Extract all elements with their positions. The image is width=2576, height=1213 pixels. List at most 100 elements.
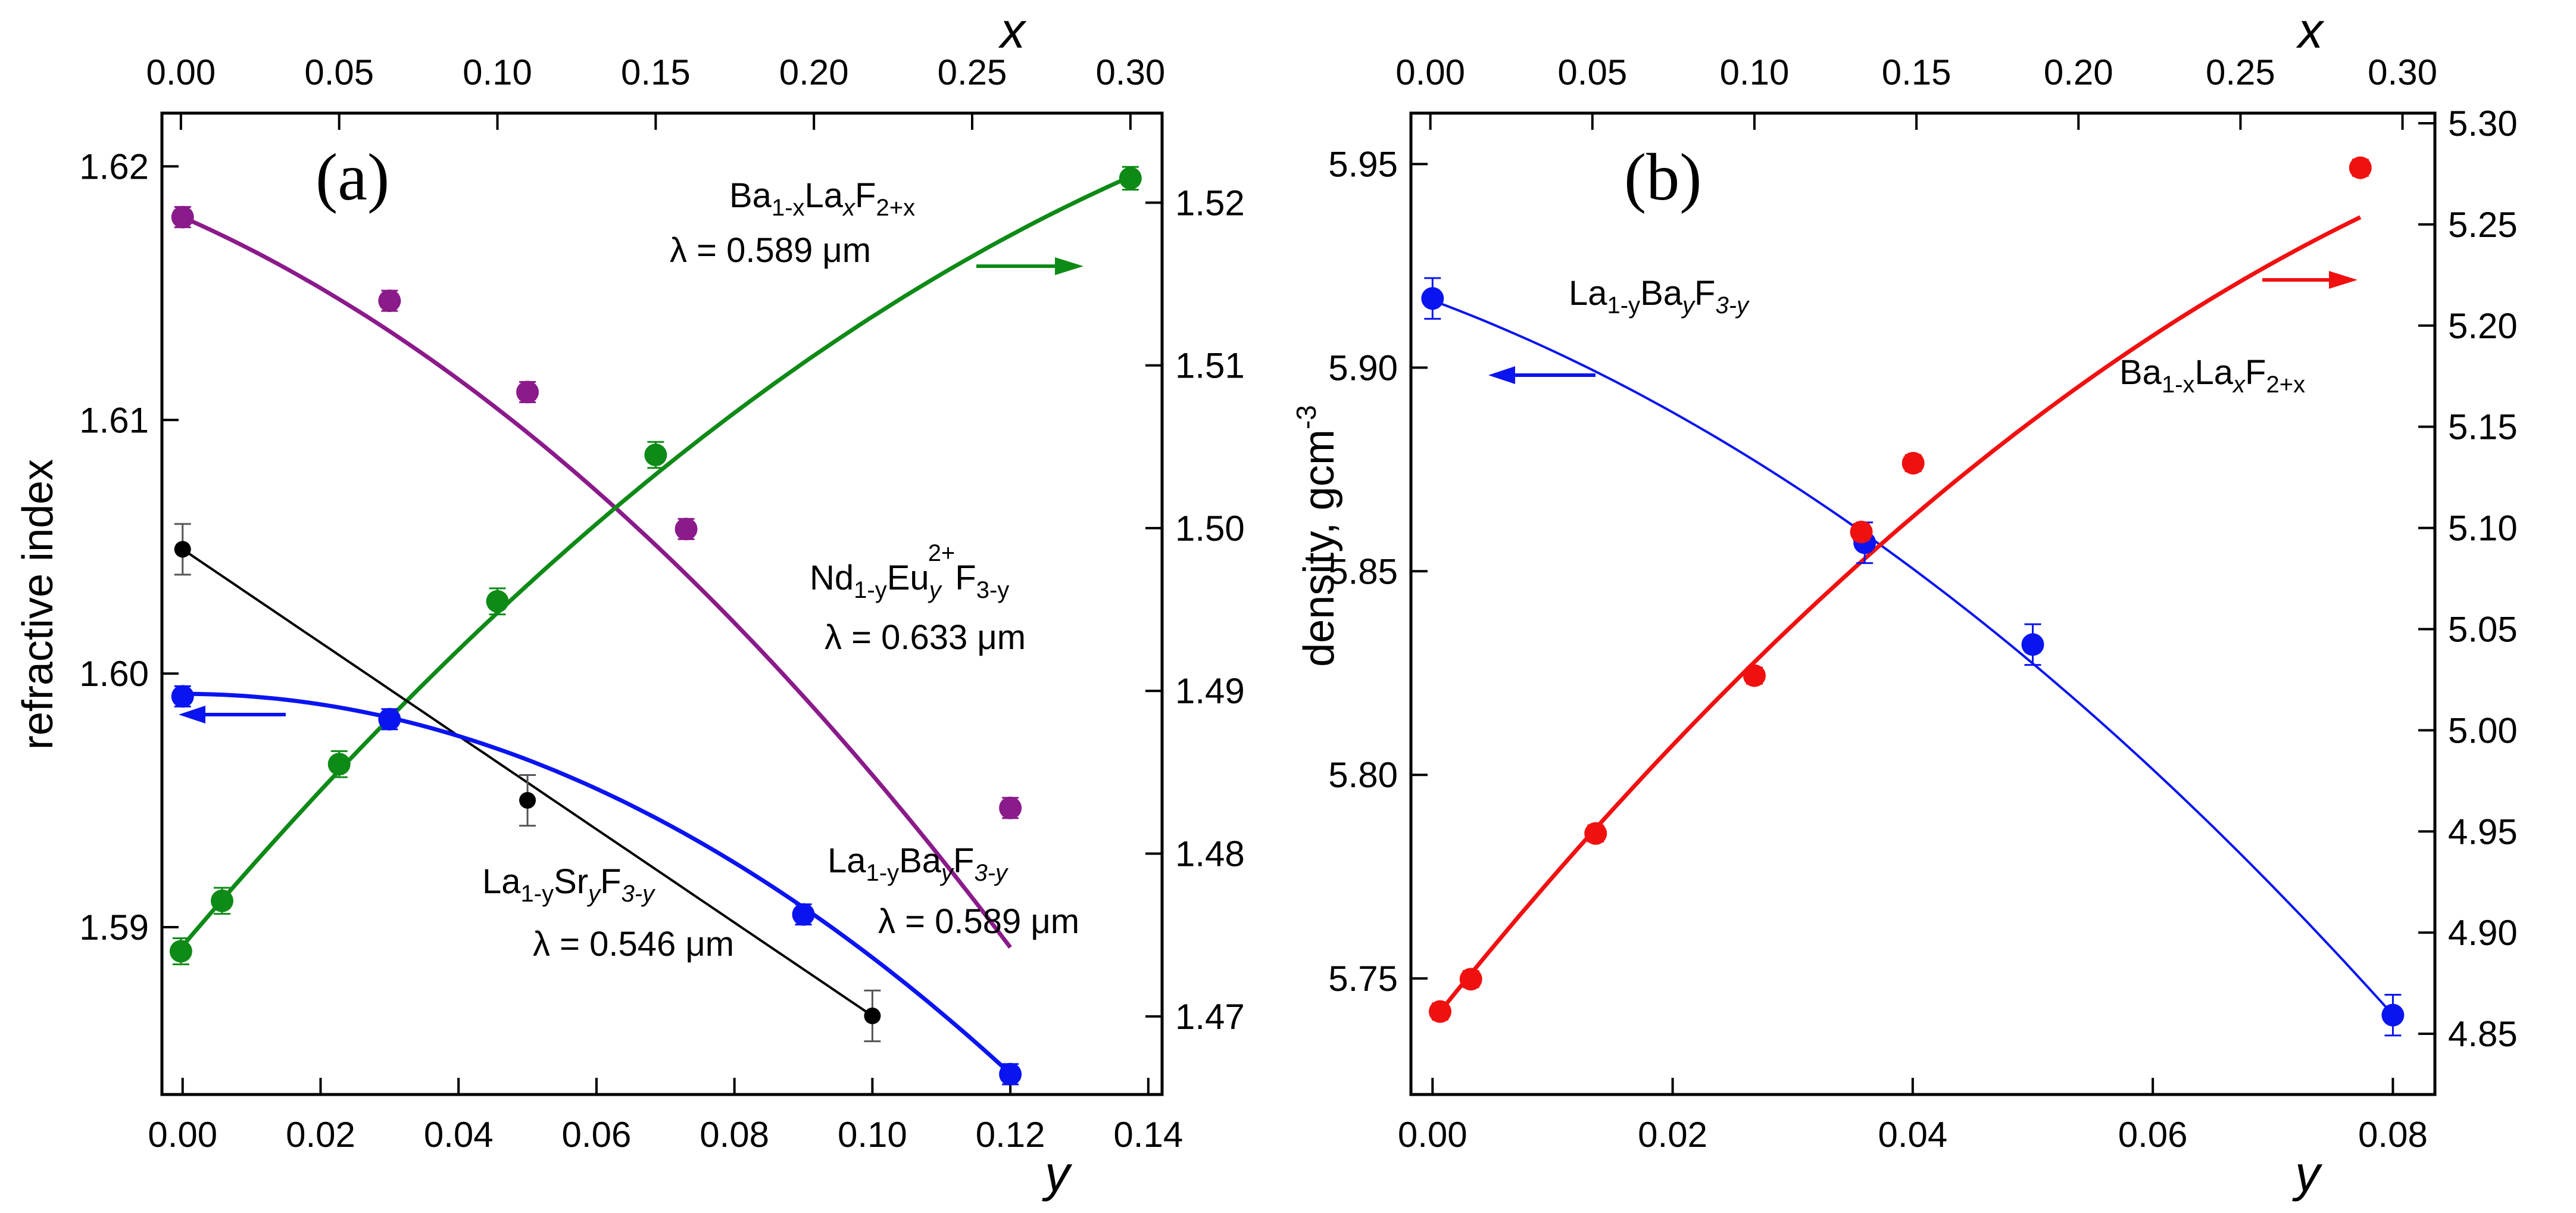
ann-bay-el1: La — [828, 841, 866, 880]
panel-a-ticks: 0.00 0.02 0.04 0.06 0.08 0.10 0.12 0.14 0.00 0.05… — [79, 52, 1245, 1155]
y-right-tick-label: 1.50 — [1175, 509, 1245, 548]
ann-b-red-formula: Ba1-xLaxF2+x — [2119, 353, 2305, 398]
x-top-tick-label: 0.20 — [779, 52, 849, 92]
y-left-tick-label: 1.61 — [79, 400, 149, 440]
data-point-b-0-3 — [2381, 1003, 2405, 1027]
data-point-b-1-3 — [1743, 664, 1766, 687]
y-right-tick-label: 4.90 — [2448, 913, 2518, 953]
x-top-tick-label: 0.25 — [2206, 52, 2275, 92]
panel-a-right-arrow — [976, 257, 1084, 275]
panel-b-curves — [1432, 215, 2394, 1016]
panel-a-xlabel-bottom: y — [1042, 1146, 1073, 1202]
data-point-b-1-0 — [1428, 1000, 1451, 1023]
data-point-a-0-0 — [171, 205, 194, 229]
x-bottom-tick-label: 0.08 — [700, 1115, 769, 1155]
data-point-a-0-2 — [516, 381, 539, 404]
ann-sr-el3: F — [600, 862, 621, 901]
panel-a: 0.00 0.02 0.04 0.06 0.08 0.10 0.12 0.14 0.00 0.05… — [14, 2, 1245, 1202]
ann-bay-el3: F — [953, 841, 974, 880]
ann-bb-sub2: y — [1681, 292, 1696, 319]
data-point-b-1-2 — [1584, 822, 1607, 845]
ann-ba-el3: F — [855, 176, 876, 215]
y-right-tick-label: 5.00 — [2448, 710, 2518, 750]
ann-nd-sub3: 3-y — [976, 577, 1010, 603]
data-point-b-1-1 — [1459, 968, 1482, 991]
data-point-b-0-2 — [2021, 633, 2044, 656]
ann-sr-el1: La — [482, 862, 521, 901]
y-left-tick-label: 1.60 — [79, 654, 149, 694]
y-left-tick-label: 5.90 — [1328, 348, 1398, 388]
ann-bay-wavelength: λ = 0.589 μm — [878, 902, 1079, 941]
ann-sr-el2: Sr — [554, 862, 588, 901]
panel-a-xlabel-top: x — [998, 2, 1027, 58]
ann-bb-el3: F — [1694, 274, 1715, 313]
fit-curve-a-3 — [182, 691, 1012, 1075]
x-top-tick-label: 0.05 — [304, 52, 374, 92]
ann-bay-sub3: 3-y — [974, 860, 1009, 886]
data-point-b-1-6 — [2349, 156, 2372, 179]
panel-a-points — [169, 166, 1142, 1086]
y-right-tick-label: 1.49 — [1175, 671, 1245, 711]
panel-b-ylabel: density, gcm-3 — [1291, 405, 1343, 667]
ann-br-sub3: 2+x — [2266, 372, 2305, 398]
data-point-a-1-0 — [169, 940, 192, 963]
panel-a-label: (a) — [316, 141, 389, 214]
y-right-tick-label: 5.20 — [2448, 306, 2518, 346]
y-right-tick-label: 1.51 — [1175, 346, 1245, 386]
ann-br-el1: Ba — [2119, 353, 2162, 392]
data-point-a-1-5 — [1119, 167, 1142, 190]
data-point-a-0-1 — [378, 289, 401, 313]
data-point-a-3-0 — [171, 685, 194, 708]
ann-nd-formula: Nd1-yEuy 2+F3-y — [810, 540, 1009, 603]
ann-ba-sub3: 2+x — [876, 195, 915, 221]
panel-a-ylabel: refractive index — [14, 459, 62, 750]
y-right-tick-label: 5.10 — [2448, 509, 2518, 548]
y-right-tick-label: 5.30 — [2448, 104, 2518, 144]
y-right-tick-label: 1.48 — [1175, 834, 1245, 874]
ann-nd-sup: 2+ — [928, 540, 956, 566]
y-right-tick-label: 4.95 — [2448, 812, 2518, 852]
data-point-a-0-3 — [675, 517, 698, 541]
data-point-a-3-2 — [792, 903, 815, 926]
x-bottom-tick-label: 0.10 — [838, 1115, 907, 1155]
panel-b-frame — [1409, 111, 2437, 1096]
panel-b: 0.00 0.02 0.04 0.06 0.08 0.00 0.05 0.10 0.15 0.20… — [1291, 2, 2518, 1202]
y-right-tick-label: 4.85 — [2448, 1014, 2518, 1054]
panel-b-ylabel-text: density, gcm — [1295, 429, 1343, 667]
ann-sr-formula: La1-ySryF3-y — [482, 862, 656, 907]
data-point-a-2-2 — [864, 1007, 881, 1024]
ann-ba-el2: La — [805, 176, 844, 215]
y-left-tick-label: 1.59 — [79, 908, 149, 947]
y-right-tick-label: 5.15 — [2448, 407, 2518, 447]
x-bottom-tick-label: 0.04 — [424, 1115, 494, 1155]
x-bottom-tick-label: 0.06 — [2118, 1115, 2188, 1155]
data-point-a-0-4 — [999, 796, 1022, 819]
fit-curve-b-0 — [1432, 299, 2394, 1016]
ann-ba-formula: Ba1-xLaxF2+x — [729, 176, 915, 221]
panel-b-left-arrow — [1488, 366, 1595, 384]
x-bottom-tick-label: 0.04 — [1878, 1115, 1947, 1155]
fit-curve-a-0 — [182, 215, 1012, 949]
y-left-tick-label: 5.85 — [1328, 551, 1398, 591]
x-top-tick-label: 0.10 — [463, 52, 532, 92]
ann-sr-sub2: y — [586, 881, 602, 907]
ann-br-el3: F — [2245, 353, 2266, 392]
ann-br-sub2: x — [2232, 372, 2246, 398]
y-left-tick-label: 5.95 — [1328, 144, 1398, 184]
y-left-tick-label: 1.62 — [79, 146, 149, 186]
ann-nd-el3: F — [955, 559, 976, 597]
x-top-tick-label: 0.15 — [621, 52, 691, 92]
ann-bay-sub1: 1-y — [866, 860, 900, 886]
ann-ba-wavelength: λ = 0.589 μm — [670, 231, 871, 270]
ann-bay-formula: La1-yBayF3-y — [828, 841, 1009, 886]
x-bottom-tick-label: 0.06 — [562, 1115, 632, 1155]
x-top-tick-label: 0.00 — [1395, 52, 1465, 92]
ann-bb-sub1: 1-y — [1607, 292, 1641, 319]
x-bottom-tick-label: 0.00 — [148, 1115, 217, 1155]
panel-b-points — [1421, 156, 2405, 1037]
x-top-tick-label: 0.00 — [146, 52, 216, 92]
ann-sr-sub1: 1-y — [521, 881, 554, 907]
ann-bay-sub2: y — [939, 860, 955, 886]
ann-nd-wavelength: λ = 0.633 μm — [825, 618, 1026, 657]
